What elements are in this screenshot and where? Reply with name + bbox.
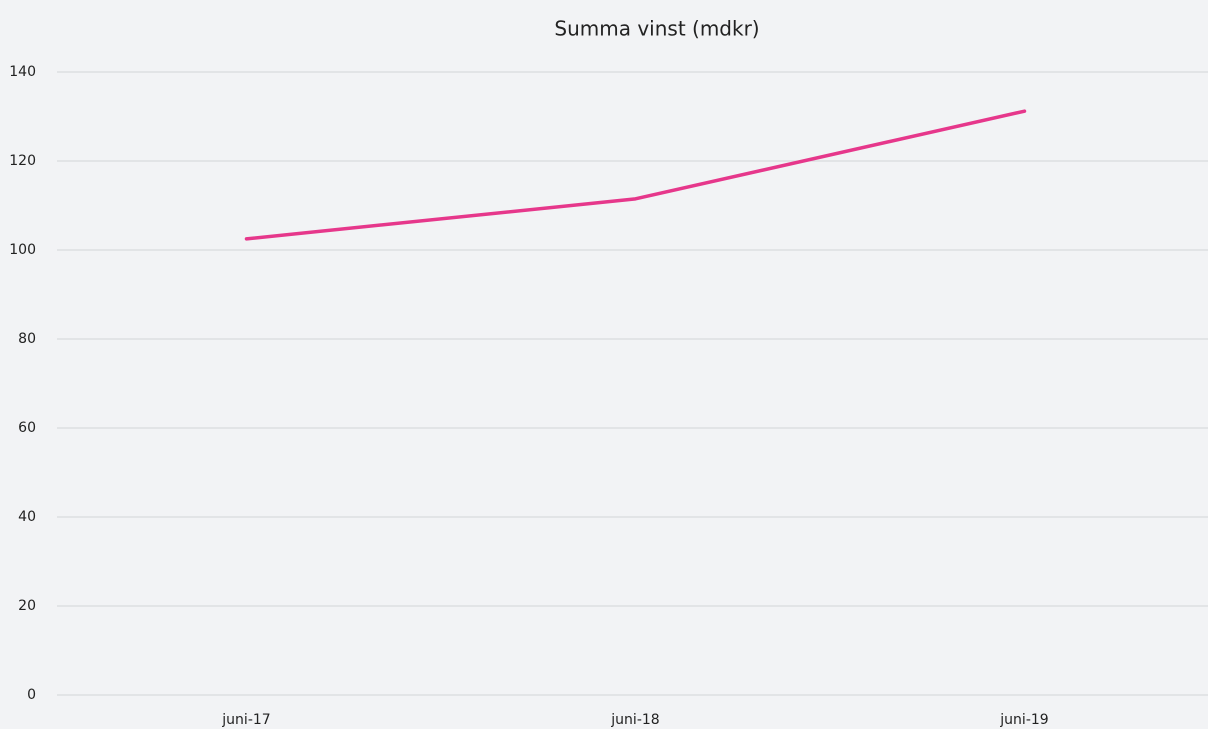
- y-tick-label: 40: [18, 509, 36, 525]
- y-tick-label: 0: [27, 687, 36, 703]
- y-tick-label: 100: [9, 242, 36, 258]
- y-tick-label: 140: [9, 64, 36, 80]
- y-tick-label: 20: [18, 598, 36, 614]
- line: [244, 109, 1027, 241]
- chart-title: Summa vinst (mdkr): [554, 17, 759, 41]
- y-tick-label: 120: [9, 153, 36, 169]
- y-tick-label: 80: [18, 331, 36, 347]
- x-tick-label: juni-18: [610, 712, 659, 728]
- y-tick-label: 60: [18, 420, 36, 436]
- x-tick-label: juni-17: [221, 712, 270, 728]
- x-tick-label: juni-19: [999, 712, 1048, 728]
